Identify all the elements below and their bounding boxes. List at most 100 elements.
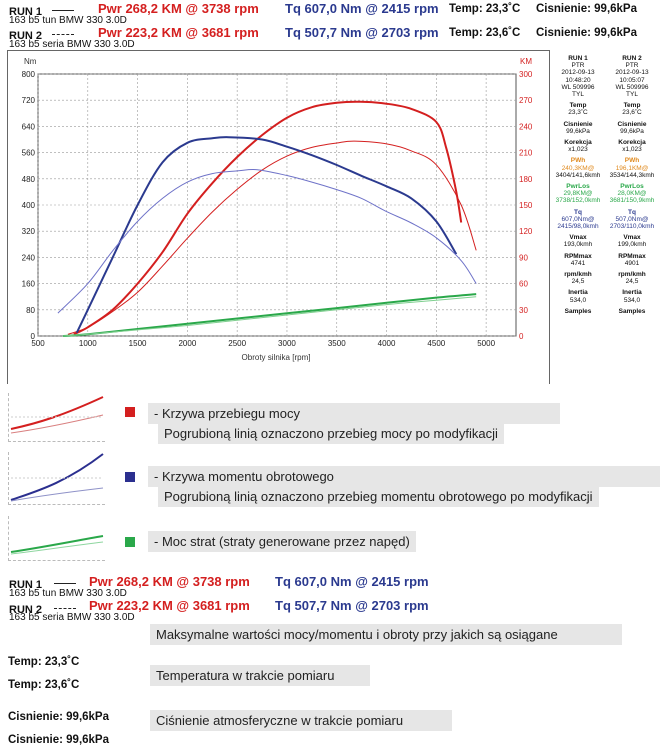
x-tick-label: 3000 bbox=[278, 339, 296, 348]
dyno-chart: Nm KM Obroty silnika [rpm] 500 1000 1500 20… bbox=[22, 57, 533, 362]
run1-label: RUN 1 bbox=[9, 6, 43, 18]
pressure-note-text: Ciśnienie atmosferyczne w trakcie pomiar… bbox=[156, 713, 404, 728]
info-line: Tq bbox=[574, 208, 582, 216]
info-line: 2012-09-13 bbox=[615, 69, 649, 77]
info-line: 3738/152,0kmh bbox=[555, 197, 601, 205]
series-tq-run-1 bbox=[75, 136, 458, 334]
info-line: 2703/110,0kmh bbox=[609, 223, 655, 231]
power-thumbnail bbox=[8, 393, 105, 442]
power-legend: - Krzywa przebiegu mocy bbox=[148, 403, 560, 424]
power-legend-note: Pogrubioną linią oznaczono przebieg mocy… bbox=[158, 423, 504, 444]
loss-legend-text: - Moc strat (straty generowane przez nap… bbox=[154, 534, 410, 549]
info-line: 3681/150,9kmh bbox=[609, 197, 655, 205]
info-line: Tq bbox=[628, 208, 636, 216]
series-loss-run-1 bbox=[62, 293, 477, 337]
run2-label: RUN 2 bbox=[9, 30, 43, 42]
series-loss-run-2 bbox=[62, 296, 477, 337]
bottom-run2: RUN 2 bbox=[9, 600, 77, 618]
bottom-run1-pwr: Pwr 268,2 KM @ 3738 rpm bbox=[89, 574, 250, 589]
info-line: WL 509996 bbox=[615, 83, 649, 91]
y-right-tick-label: 210 bbox=[519, 149, 533, 158]
y-left-tick-label: 800 bbox=[22, 70, 36, 79]
bottom-pressure-run2: Cisnienie: 99,6kPa bbox=[8, 734, 109, 746]
info-line: 99,6kPa bbox=[566, 127, 590, 135]
tick-labels: 500 1000 1500 2000 2500 3000 3500 4000 4500 50000… bbox=[22, 70, 533, 348]
y-right-tick-label: 0 bbox=[519, 332, 524, 341]
run1-header: RUN 1 bbox=[9, 2, 75, 20]
info-line: Samples bbox=[564, 307, 592, 315]
run2-pwr: Pwr 223,2 KM @ 3681 rpm bbox=[98, 25, 259, 40]
loss-legend: - Moc strat (straty generowane przez nap… bbox=[148, 531, 416, 552]
torque-legend: - Krzywa momentu obrotowego bbox=[148, 466, 660, 487]
info-line: RPMmax bbox=[618, 252, 646, 260]
info-line: Temp bbox=[623, 102, 641, 110]
y-left-axis-label: Nm bbox=[24, 57, 37, 66]
torque-thumbnail bbox=[8, 452, 105, 505]
info-line: x1,023 bbox=[568, 146, 588, 154]
info-line: 4901 bbox=[624, 259, 640, 267]
bottom-run1-tq: Tq 607,0 Nm @ 2415 rpm bbox=[275, 574, 429, 589]
run1-temp: Temp: 23,3˚C bbox=[449, 3, 521, 15]
bottom-run1-label: RUN 1 bbox=[9, 579, 43, 591]
info-line: TYL bbox=[572, 91, 584, 99]
y-left-tick-label: 400 bbox=[22, 201, 36, 210]
x-tick-label: 1500 bbox=[129, 339, 147, 348]
info-line: PwrLos bbox=[620, 183, 644, 191]
info-line: Cisnienie bbox=[563, 120, 593, 128]
y-right-tick-label: 300 bbox=[519, 70, 533, 79]
info-line: PTR bbox=[571, 62, 585, 70]
x-tick-label: 2000 bbox=[178, 339, 196, 348]
info-line: 10:48:20 bbox=[565, 76, 591, 84]
x-axis-label: Obroty silnika [rpm] bbox=[242, 353, 311, 362]
run2-line-sample bbox=[52, 34, 75, 36]
y-right-tick-label: 150 bbox=[519, 201, 533, 210]
torque-legend-note-text: Pogrubioną linią oznaczono przebieg mome… bbox=[164, 489, 593, 504]
x-tick-label: 1000 bbox=[79, 339, 97, 348]
y-right-tick-label: 60 bbox=[519, 280, 528, 289]
bottom-run1: RUN 1 bbox=[9, 575, 77, 593]
run1-info-column: RUN 1 PTR 2012-09-13 10:48:20 WL 509996 TYL Te… bbox=[553, 55, 603, 315]
info-line: 196,1KM@ bbox=[615, 164, 649, 172]
x-tick-label: 2500 bbox=[228, 339, 246, 348]
y-left-tick-label: 720 bbox=[22, 96, 36, 105]
bottom-run2-car: 163 b5 seria BMW 330 3.0D bbox=[9, 612, 135, 623]
info-line: 199,0kmh bbox=[617, 241, 647, 249]
bottom-pressure-run1: Cisnienie: 99,6kPa bbox=[8, 711, 109, 723]
run1-pressure: Cisnienie: 99,6kPa bbox=[536, 3, 637, 15]
info-line: Samples bbox=[618, 307, 646, 315]
info-line: x1,023 bbox=[622, 146, 642, 154]
run2-info-column: RUN 2 PTR 2012-09-13 10:05:07 WL 509996 TYL Te… bbox=[606, 55, 658, 315]
info-line: Inertia bbox=[622, 289, 642, 297]
run2-temp: Temp: 23,6˚C bbox=[449, 27, 521, 39]
info-line: RPMmax bbox=[564, 252, 592, 260]
info-line: 2415/98,0kmh bbox=[557, 223, 599, 231]
y-left-tick-label: 480 bbox=[22, 175, 36, 184]
temperature-note: Temperatura w trakcie pomiaru bbox=[150, 665, 370, 686]
bottom-run2-line bbox=[54, 608, 77, 610]
pressure-note: Ciśnienie atmosferyczne w trakcie pomiar… bbox=[150, 710, 452, 731]
info-line: PWh bbox=[570, 157, 586, 165]
info-line: 507,0Nm@ bbox=[615, 215, 649, 223]
info-line: 10:05:07 bbox=[619, 76, 645, 84]
info-line: RUN 1 bbox=[568, 55, 588, 62]
y-left-tick-label: 80 bbox=[26, 306, 35, 315]
run2-car: 163 b5 seria BMW 330 3.0D bbox=[9, 39, 135, 50]
info-line: 534,0 bbox=[623, 296, 641, 304]
run1-tq: Tq 607,0 Nm @ 2415 rpm bbox=[285, 1, 439, 16]
series-pwr-run-2 bbox=[67, 140, 477, 335]
y-left-tick-label: 560 bbox=[22, 149, 36, 158]
info-line: 29,8KM@ bbox=[563, 190, 593, 198]
info-line: 3534/144,3kmh bbox=[609, 171, 655, 179]
power-legend-title: - Krzywa przebiegu mocy bbox=[154, 406, 300, 421]
info-line: 240,3KM@ bbox=[561, 164, 595, 172]
info-line: rpm/kmh bbox=[564, 271, 592, 279]
info-line: PWh bbox=[624, 157, 640, 165]
y-right-tick-label: 240 bbox=[519, 122, 533, 131]
info-line: Vmax bbox=[623, 234, 641, 242]
info-line: Korekcja bbox=[618, 139, 646, 147]
run2-tq: Tq 507,7 Nm @ 2703 rpm bbox=[285, 25, 439, 40]
run1-car: 163 b5 tun BMW 330 3.0D bbox=[9, 15, 127, 26]
info-line: 4741 bbox=[570, 259, 586, 267]
series-pwr-run-1 bbox=[73, 100, 463, 336]
run2-header: RUN 2 bbox=[9, 26, 75, 44]
